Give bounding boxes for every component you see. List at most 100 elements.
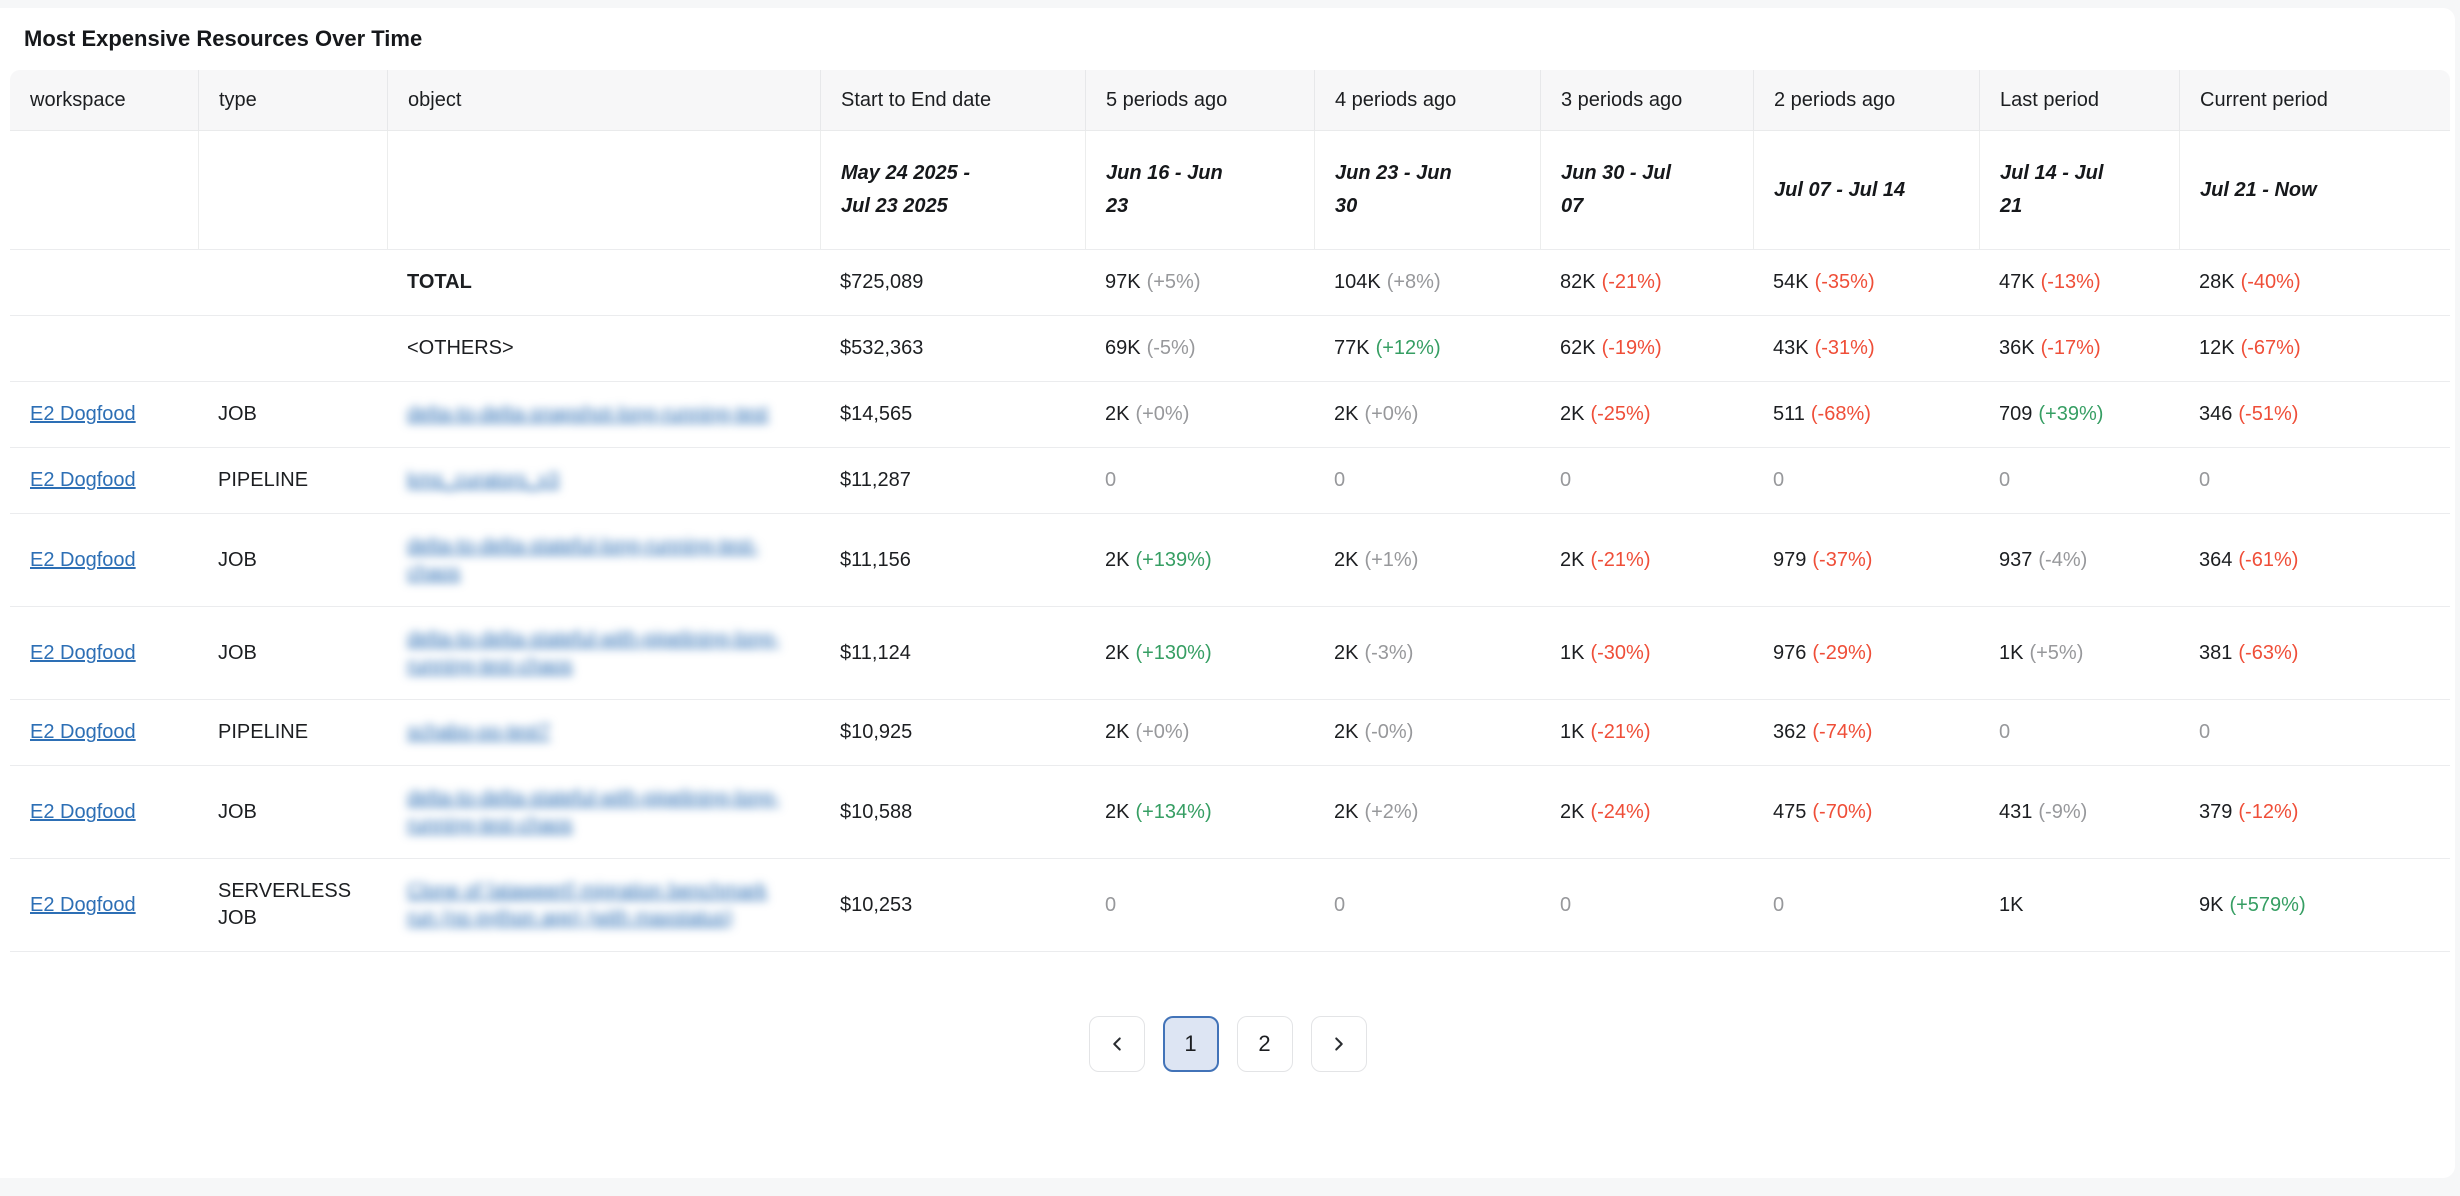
object-link[interactable]: delta-to-delta-stateful-long-running-tes…	[407, 535, 759, 584]
chevron-left-icon	[1106, 1033, 1128, 1055]
period-change-pct: (-29%)	[1812, 641, 1873, 664]
period-change-pct: (+130%)	[1135, 641, 1212, 664]
period-change-pct: (-74%)	[1812, 721, 1873, 743]
period-value: 0	[1999, 469, 2011, 491]
type-cell: SERVERLESS JOB	[198, 859, 387, 952]
period-cell: 0	[1753, 859, 1979, 952]
workspace-link[interactable]: E2 Dogfood	[30, 721, 136, 743]
period-value: 1K	[1560, 641, 1585, 664]
period-cell: 12K (-67%)	[2179, 316, 2450, 382]
period-cell: 2K (+1%)	[1314, 514, 1540, 607]
period-change-pct: (-24%)	[1590, 800, 1651, 823]
period-cell: 362 (-74%)	[1753, 700, 1979, 766]
prev-page-button[interactable]	[1088, 1016, 1145, 1072]
object-link[interactable]: Clone of [ataweert] migration benchmark …	[407, 880, 768, 929]
period-value: 1K	[1999, 641, 2024, 664]
object-link[interactable]: kms_curators_v3	[407, 469, 560, 491]
object-link[interactable]: schabo-oo-test7	[407, 721, 551, 743]
period-range: Jun 23 - Jun 30	[1314, 131, 1540, 250]
period-value: 2K	[1105, 548, 1130, 571]
page-button-1[interactable]: 1	[1162, 1016, 1219, 1072]
period-cell: 0	[1085, 859, 1314, 952]
period-cell: 381 (-63%)	[2179, 607, 2450, 700]
period-cell: 36K (-17%)	[1979, 316, 2179, 382]
column-header-object: object	[387, 70, 820, 131]
date-range-text: Jul 21 - Now	[2200, 178, 2317, 201]
period-change-pct: (+579%)	[2229, 893, 2306, 916]
period-value: 2K	[1105, 721, 1130, 743]
page-button-2[interactable]: 2	[1236, 1016, 1293, 1072]
period-change-pct: (-21%)	[1590, 721, 1651, 743]
table-row: E2 Dogfood PIPELINE kms_curators_v3 $11,287…	[10, 448, 2450, 514]
type-cell: PIPELINE	[198, 700, 387, 766]
object-cell: delta-to-delta-stateful-with-pipelining-…	[387, 766, 820, 859]
workspace-cell: E2 Dogfood	[10, 514, 198, 607]
period-value: 937	[1999, 548, 2033, 571]
period-cell: 2K (-0%)	[1314, 700, 1540, 766]
period-value: 2K	[1560, 548, 1585, 571]
period-value: 2K	[1560, 800, 1585, 823]
date-range-text: Jul 07 - Jul 14	[1774, 178, 1906, 201]
workspace-link[interactable]: E2 Dogfood	[30, 641, 136, 664]
object-link[interactable]: delta-to-delta-snapshot-long-running-tes…	[407, 403, 769, 425]
period-value: 346	[2199, 403, 2233, 425]
period-value: 104K	[1334, 271, 1381, 293]
date-range-text: Jun 30 - Jul 07	[1561, 162, 1672, 217]
period-cell: 0	[1314, 859, 1540, 952]
period-value: 36K	[1999, 337, 2035, 359]
workspace-link[interactable]: E2 Dogfood	[30, 403, 136, 425]
column-header-workspace: workspace	[10, 70, 198, 131]
period-cell: 709 (+39%)	[1979, 382, 2179, 448]
period-change-pct: (-68%)	[1810, 403, 1871, 425]
workspace-cell: E2 Dogfood	[10, 766, 198, 859]
object-cell: delta-to-delta-stateful-long-running-tes…	[387, 514, 820, 607]
table-row: E2 Dogfood SERVERLESS JOB Clone of [atawee…	[10, 859, 2450, 952]
column-header-current-period: Current period	[2179, 70, 2450, 131]
workspace-link[interactable]: E2 Dogfood	[30, 893, 136, 916]
column-header-2-periods-ago: 2 periods ago	[1753, 70, 1979, 131]
period-change-pct: (+39%)	[2038, 403, 2104, 425]
period-cell: 43K (-31%)	[1753, 316, 1979, 382]
table-row: E2 Dogfood JOB delta-to-delta-stateful-wit…	[10, 766, 2450, 859]
period-change-pct: (-30%)	[1590, 641, 1651, 664]
period-cell: 937 (-4%)	[1979, 514, 2179, 607]
period-range: Jun 16 - Jun 23	[1085, 131, 1314, 250]
object-cell: <OTHERS>	[387, 316, 820, 382]
period-cell: 0	[1540, 859, 1753, 952]
period-value: 0	[1773, 893, 1785, 916]
period-cell: 1K (-21%)	[1540, 700, 1753, 766]
workspace-cell: E2 Dogfood	[10, 700, 198, 766]
period-date-row: May 24 2025 - Jul 23 2025 Jun 16 - Jun 23…	[10, 131, 2450, 250]
period-change-pct: (+12%)	[1375, 337, 1441, 359]
next-page-button[interactable]	[1310, 1016, 1367, 1072]
period-change-pct: (-37%)	[1812, 548, 1873, 571]
date-range-text: Jul 14 - Jul 21	[2000, 162, 2104, 217]
cost-cell: $10,253	[820, 859, 1085, 952]
period-value: 431	[1999, 800, 2033, 823]
object-link[interactable]: delta-to-delta-stateful-with-pipelining-…	[407, 628, 780, 677]
period-value: 2K	[1105, 403, 1130, 425]
period-value: 43K	[1773, 337, 1809, 359]
object-link[interactable]: delta-to-delta-stateful-with-pipelining-…	[407, 787, 780, 836]
chevron-right-icon	[1328, 1033, 1350, 1055]
period-value: 82K	[1560, 271, 1596, 293]
expensive-resources-card: Most Expensive Resources Over Time works…	[0, 8, 2455, 1178]
period-cell: 1K (+5%)	[1979, 607, 2179, 700]
period-change-pct: (-5%)	[1146, 337, 1196, 359]
table-row: E2 Dogfood JOB delta-to-delta-snapshot-lon…	[10, 382, 2450, 448]
period-cell: 0	[1085, 448, 1314, 514]
table-row: E2 Dogfood JOB delta-to-delta-stateful-lon…	[10, 514, 2450, 607]
workspace-cell: E2 Dogfood	[10, 382, 198, 448]
period-change-pct: (-35%)	[1814, 271, 1875, 293]
period-value: 1K	[1999, 893, 2024, 916]
workspace-link[interactable]: E2 Dogfood	[30, 469, 136, 491]
period-cell: 379 (-12%)	[2179, 766, 2450, 859]
column-header-type: type	[198, 70, 387, 131]
period-cell: 104K (+8%)	[1314, 250, 1540, 316]
card-title: Most Expensive Resources Over Time	[24, 26, 423, 51]
workspace-link[interactable]: E2 Dogfood	[30, 800, 136, 823]
type-cell	[198, 316, 387, 382]
workspace-link[interactable]: E2 Dogfood	[30, 548, 136, 571]
period-change-pct: (-25%)	[1590, 403, 1651, 425]
